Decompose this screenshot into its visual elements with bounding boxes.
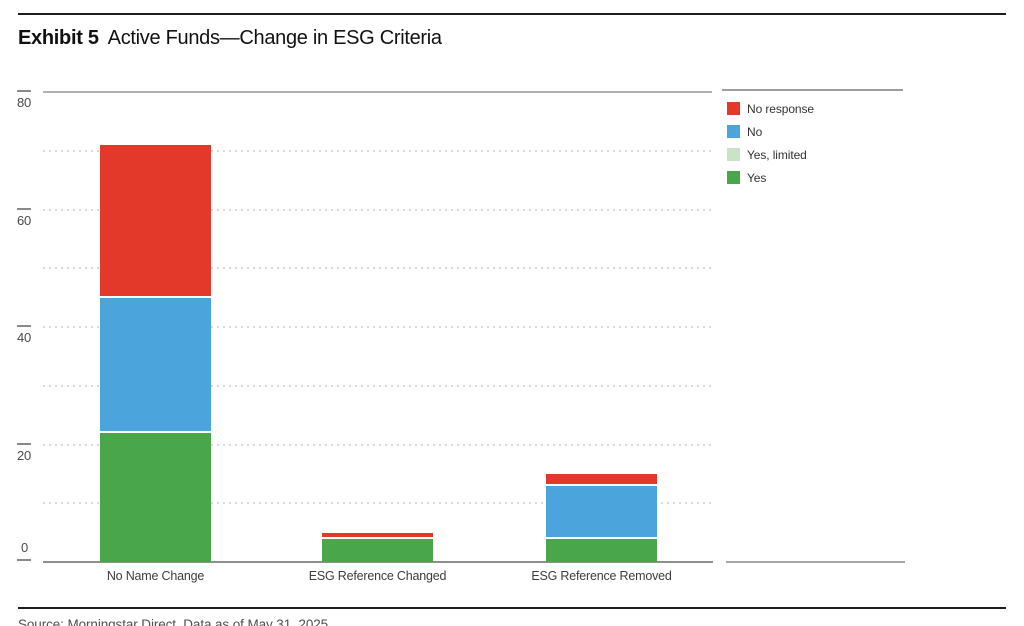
y-tick <box>17 559 31 561</box>
x-category-label: No Name Change <box>106 569 205 583</box>
bar-segment-no-response-esg-reference-removed <box>546 473 657 486</box>
gridline <box>43 326 714 328</box>
y-tick-label: 20 <box>17 447 32 463</box>
bar-segment-yes-no-name-change <box>100 432 211 562</box>
exhibit-title: Exhibit 5 Active Funds—Change in ESG Crit… <box>18 27 442 50</box>
bar-segment-no-esg-reference-removed <box>546 485 657 539</box>
legend-swatch-no-response <box>727 102 740 115</box>
top-rule <box>18 13 1006 15</box>
legend-swatch-no <box>727 125 740 138</box>
gridline <box>43 208 714 211</box>
right-panel-baseline <box>726 561 905 563</box>
bottom-rule <box>18 607 1006 609</box>
bar-segment-yes-esg-reference-removed <box>546 538 657 562</box>
legend-item-no: No <box>727 120 814 143</box>
exhibit-title-text: Active Funds—Change in ESG Criteria <box>107 27 442 49</box>
bar-segment-no-no-name-change <box>100 297 211 433</box>
y-tick <box>17 325 31 327</box>
gridline <box>43 267 714 270</box>
gridline <box>43 443 714 446</box>
legend-item-yes: Yes <box>727 166 814 189</box>
y-tick-label: 0 <box>21 540 29 555</box>
bar-segment-no-response-esg-reference-changed <box>322 532 433 539</box>
bar-segment-yes-esg-reference-changed <box>322 538 433 562</box>
legend-label: Yes <box>747 170 767 185</box>
y-tick <box>17 442 31 445</box>
legend-item-yes-limited: Yes, limited <box>727 143 814 166</box>
plot-top-line <box>43 91 712 93</box>
legend-swatch-yes <box>727 171 740 184</box>
gridline <box>43 149 714 152</box>
legend-label: No <box>747 124 763 139</box>
legend-top-rule <box>722 89 903 91</box>
x-category-label: ESG Reference Removed <box>531 569 672 583</box>
exhibit-number: Exhibit 5 <box>18 27 99 49</box>
legend-item-no-response: No response <box>727 97 814 120</box>
x-category-label: ESG Reference Changed <box>308 569 447 583</box>
y-tick-label: 40 <box>17 330 32 345</box>
legend: No response No Yes, limited Yes <box>727 97 814 189</box>
legend-swatch-yes-limited <box>727 148 740 161</box>
x-axis-line <box>43 561 713 563</box>
y-tick <box>17 90 31 92</box>
gridline <box>43 502 714 505</box>
y-tick <box>17 207 31 210</box>
source-note: Source: Morningstar Direct. Data as of M… <box>18 617 329 626</box>
bar-segment-no-response-no-name-change <box>100 144 211 298</box>
y-tick-label: 60 <box>17 212 32 228</box>
legend-label: Yes, limited <box>747 147 807 162</box>
gridline <box>43 384 714 387</box>
y-tick-label: 80 <box>17 95 32 110</box>
legend-label: No response <box>747 101 814 116</box>
